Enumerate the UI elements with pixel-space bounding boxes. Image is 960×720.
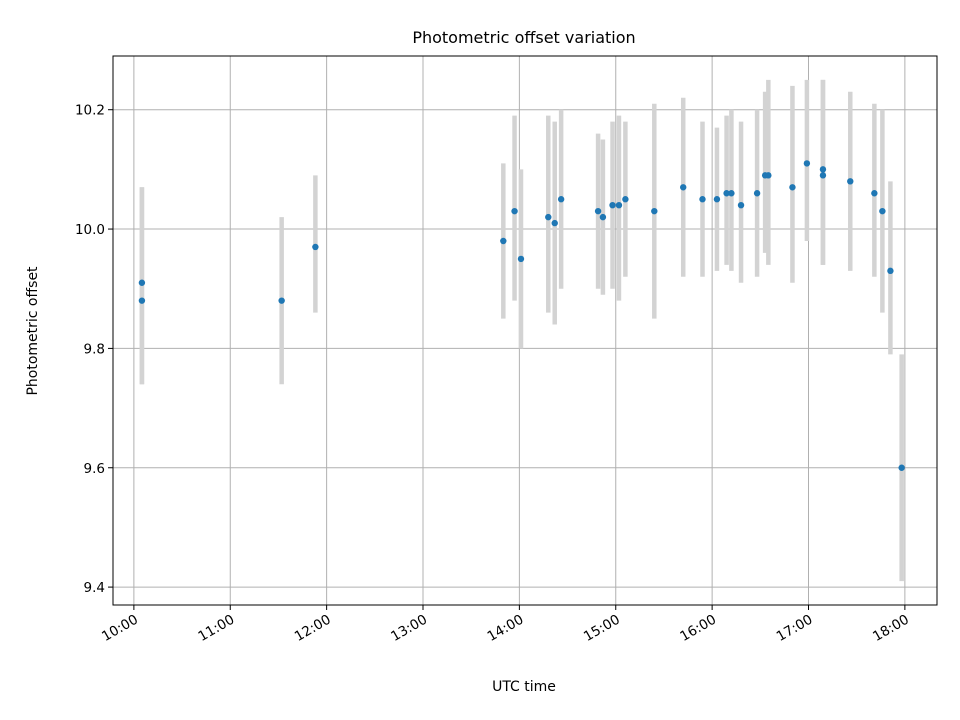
data-point [871, 190, 878, 197]
x-tick-label: 15:00 [581, 612, 623, 645]
data-point [615, 201, 623, 209]
y-tick-label: 9.4 [84, 580, 105, 596]
chart-title: Photometric offset variation [412, 28, 635, 47]
y-tick-label: 10.2 [75, 103, 105, 119]
data-point [138, 297, 146, 304]
data-point [680, 184, 687, 191]
data-point [847, 178, 854, 185]
data-point [651, 207, 658, 215]
x-tick-label: 10:00 [99, 612, 141, 645]
x-tick-label: 17:00 [774, 612, 816, 645]
y-tick-label: 9.6 [84, 461, 105, 477]
data-point [713, 196, 721, 203]
data-point [898, 464, 905, 471]
x-tick-label: 11:00 [196, 612, 238, 645]
data-point [728, 190, 735, 197]
x-tick-label: 16:00 [677, 612, 719, 645]
data-point [699, 196, 706, 203]
data-point [609, 201, 616, 209]
x-tick-label: 13:00 [388, 612, 430, 645]
data-point [278, 297, 285, 304]
y-tick-label: 10.0 [75, 222, 105, 238]
data-point [819, 172, 827, 179]
plot-frame [112, 55, 938, 606]
data-point [887, 267, 894, 275]
data-point [500, 237, 507, 245]
x-axis-label: UTC time [492, 679, 556, 695]
y-tick-label: 9.8 [84, 341, 105, 357]
x-tick-label: 18:00 [870, 612, 912, 645]
data-point [819, 166, 827, 173]
data-point [753, 190, 761, 197]
data-points [138, 160, 905, 471]
data-point [138, 279, 146, 286]
data-point [545, 213, 552, 221]
data-point [803, 160, 811, 167]
data-point [557, 196, 565, 203]
data-point [789, 184, 796, 191]
error-bars [139, 79, 904, 582]
data-point [737, 201, 745, 209]
grid-lines [113, 56, 937, 605]
data-point [594, 207, 602, 215]
y-axis-ticks: 9.4 9.6 9.8 10.0 10.2 [75, 103, 113, 596]
x-tick-label: 14:00 [485, 612, 527, 645]
data-point [312, 243, 319, 251]
x-axis-ticks: 10:00 11:00 12:00 13:00 14:00 15:00 16:00 17:00… [99, 605, 912, 645]
data-point [517, 255, 525, 263]
x-tick-label: 12:00 [292, 612, 334, 645]
data-point [622, 196, 629, 203]
data-point [723, 190, 730, 197]
data-point [511, 207, 518, 215]
data-point [765, 172, 772, 179]
y-axis-label: Photometric offset [25, 266, 41, 396]
data-point [879, 207, 886, 215]
data-point [599, 213, 607, 221]
data-point [551, 219, 558, 227]
